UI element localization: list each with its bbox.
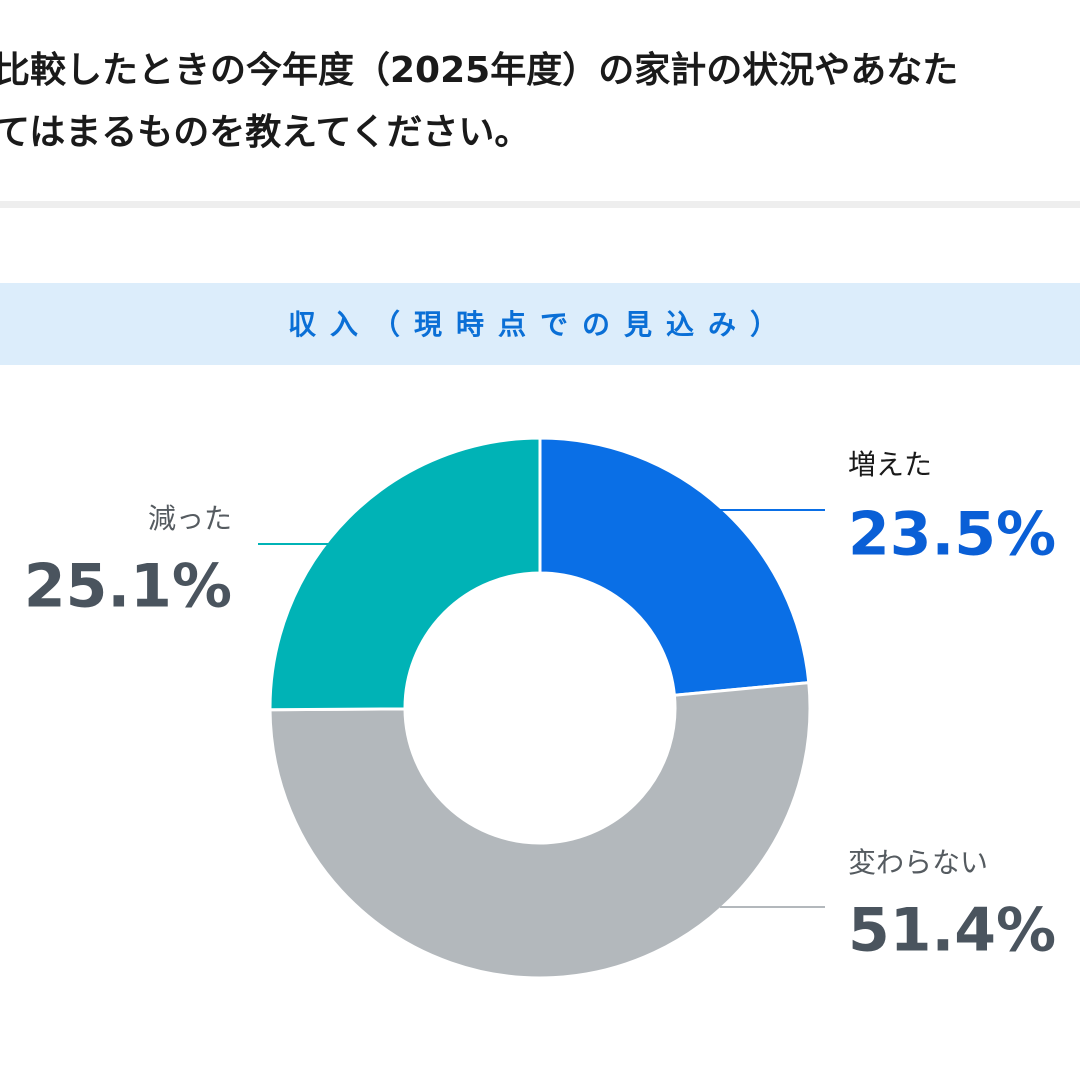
- donut-slice: [268, 680, 812, 980]
- section-band: [0, 283, 1080, 365]
- question-line: てはまるものを教えてください。: [0, 112, 530, 153]
- legend-label: 増えた: [848, 448, 932, 481]
- separator: [0, 201, 1080, 208]
- legend-label: 減った: [148, 502, 232, 535]
- question-line: 比較したときの今年度（2025年度）の家計の状況やあなた: [0, 50, 958, 91]
- value-label: 23.5%: [848, 500, 1056, 570]
- value-label: 25.1%: [24, 552, 232, 622]
- chart-title: 収入（現時点での見込み）: [288, 308, 792, 341]
- value-label: 51.4%: [848, 896, 1056, 966]
- donut-slice: [268, 436, 542, 712]
- donut-slice: [538, 436, 811, 697]
- legend-label: 変わらない: [848, 846, 988, 879]
